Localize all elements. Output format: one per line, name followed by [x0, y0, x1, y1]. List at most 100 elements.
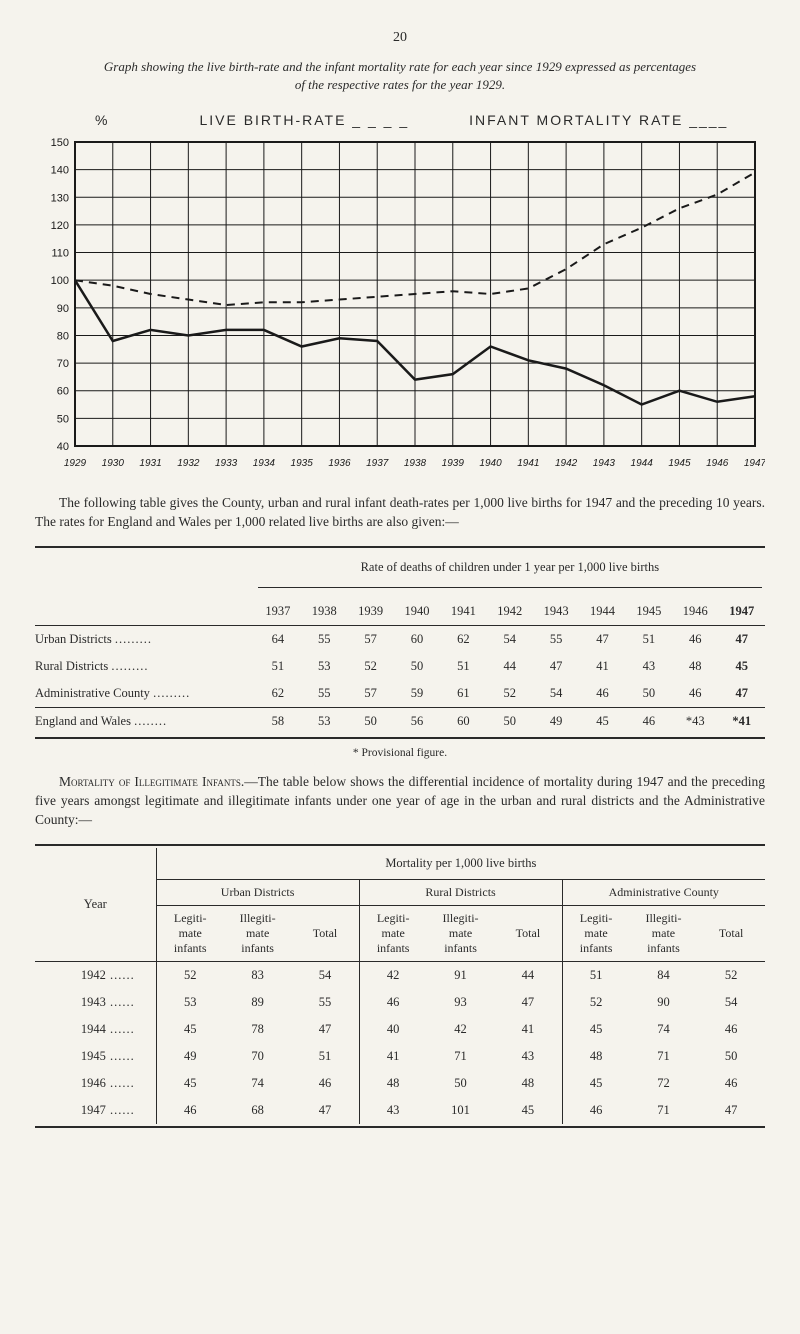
sub-header: Illegiti- mate infants [427, 905, 495, 961]
data-cell: 55 [533, 626, 579, 653]
data-cell: 91 [427, 962, 495, 989]
svg-text:1946: 1946 [706, 458, 729, 469]
data-cell: 46 [562, 1097, 630, 1124]
data-cell: 41 [494, 1016, 562, 1043]
data-cell: 50 [347, 708, 393, 735]
data-cell: 52 [156, 962, 224, 989]
group-header: Urban Districts [156, 880, 359, 906]
data-cell: 50 [427, 1070, 495, 1097]
data-cell: 51 [562, 962, 630, 989]
year-header-cell: 1937 [255, 598, 301, 625]
data-cell: 62 [255, 680, 301, 707]
year-header-cell: 1939 [347, 598, 393, 625]
data-cell: 47 [579, 626, 625, 653]
data-cell: 45 [562, 1070, 630, 1097]
data-cell: 64 [255, 626, 301, 653]
data-cell: 52 [562, 989, 630, 1016]
data-cell: 42 [359, 962, 427, 989]
data-cell: 42 [427, 1016, 495, 1043]
data-cell: 49 [533, 708, 579, 735]
svg-text:140: 140 [51, 165, 69, 177]
sub-header: Total [697, 905, 765, 961]
svg-text:100: 100 [51, 276, 69, 288]
data-cell: 90 [630, 989, 698, 1016]
data-cell: 54 [697, 989, 765, 1016]
data-cell: 71 [630, 1097, 698, 1124]
data-cell: 45 [579, 708, 625, 735]
data-cell: 46 [697, 1070, 765, 1097]
data-cell: 47 [291, 1097, 359, 1124]
data-cell: 47 [697, 1097, 765, 1124]
data-cell: 51 [626, 626, 672, 653]
data-cell: 61 [440, 680, 486, 707]
data-cell: 43 [494, 1043, 562, 1070]
data-cell: 46 [359, 989, 427, 1016]
year-header: Year [35, 848, 156, 961]
data-cell: 43 [359, 1097, 427, 1124]
data-cell: 71 [630, 1043, 698, 1070]
data-cell: 53 [156, 989, 224, 1016]
data-cell: 47 [718, 626, 765, 653]
data-cell: 57 [347, 626, 393, 653]
data-cell: 40 [359, 1016, 427, 1043]
svg-text:1943: 1943 [593, 458, 616, 469]
svg-text:1939: 1939 [442, 458, 465, 469]
caption-line1: Graph showing the live birth-rate and th… [104, 59, 696, 74]
sub-header: Legiti- mate infants [562, 905, 630, 961]
year-header-cell: 1946 [672, 598, 718, 625]
year-cell: 1946 ...... [35, 1070, 156, 1097]
data-cell: 45 [156, 1016, 224, 1043]
svg-text:1944: 1944 [631, 458, 654, 469]
data-cell: 47 [291, 1016, 359, 1043]
data-cell: 58 [255, 708, 301, 735]
data-cell: 52 [487, 680, 533, 707]
svg-text:40: 40 [57, 441, 69, 453]
percent-symbol: % [95, 112, 109, 128]
para2-lead: Mortality of Illegitimate Infants. [59, 774, 244, 789]
data-cell: 55 [291, 989, 359, 1016]
data-cell: 49 [156, 1043, 224, 1070]
data-cell: 56 [394, 708, 440, 735]
data-cell: 48 [672, 653, 718, 680]
para-1: The following table gives the County, ur… [35, 494, 765, 532]
data-cell: 78 [224, 1016, 292, 1043]
data-cell: 48 [494, 1070, 562, 1097]
svg-text:60: 60 [57, 386, 69, 398]
svg-text:70: 70 [57, 358, 69, 370]
data-cell: 50 [394, 653, 440, 680]
data-cell: 47 [718, 680, 765, 707]
svg-text:1932: 1932 [177, 458, 200, 469]
row-label: Administrative County ......... [35, 680, 255, 707]
svg-text:1942: 1942 [555, 458, 578, 469]
data-cell: 93 [427, 989, 495, 1016]
data-cell: 41 [579, 653, 625, 680]
data-cell: 51 [255, 653, 301, 680]
year-header-cell: 1944 [579, 598, 625, 625]
svg-text:50: 50 [57, 414, 69, 426]
row-label: England and Wales ........ [35, 708, 255, 735]
data-cell: 55 [301, 680, 347, 707]
data-cell: 101 [427, 1097, 495, 1124]
year-header-cell: 1942 [487, 598, 533, 625]
svg-text:90: 90 [57, 303, 69, 315]
data-cell: 48 [562, 1043, 630, 1070]
sub-header: Total [494, 905, 562, 961]
death-rate-table: Rate of deaths of children under 1 year … [35, 546, 765, 739]
data-cell: 55 [301, 626, 347, 653]
row-label: Urban Districts ......... [35, 626, 255, 653]
svg-text:120: 120 [51, 220, 69, 232]
row-label: Rural Districts ......... [35, 653, 255, 680]
data-cell: 74 [224, 1070, 292, 1097]
data-cell: 89 [224, 989, 292, 1016]
year-cell: 1947 ...... [35, 1097, 156, 1124]
svg-text:1947: 1947 [744, 458, 765, 469]
chart-title-row: % LIVE BIRTH-RATE _ _ _ _ INFANT MORTALI… [95, 112, 765, 128]
data-cell: 84 [630, 962, 698, 989]
data-cell: 53 [301, 708, 347, 735]
svg-text:1929: 1929 [64, 458, 87, 469]
data-cell: 43 [626, 653, 672, 680]
svg-text:1936: 1936 [328, 458, 351, 469]
svg-text:130: 130 [51, 193, 69, 205]
data-cell: 57 [347, 680, 393, 707]
svg-text:1938: 1938 [404, 458, 427, 469]
